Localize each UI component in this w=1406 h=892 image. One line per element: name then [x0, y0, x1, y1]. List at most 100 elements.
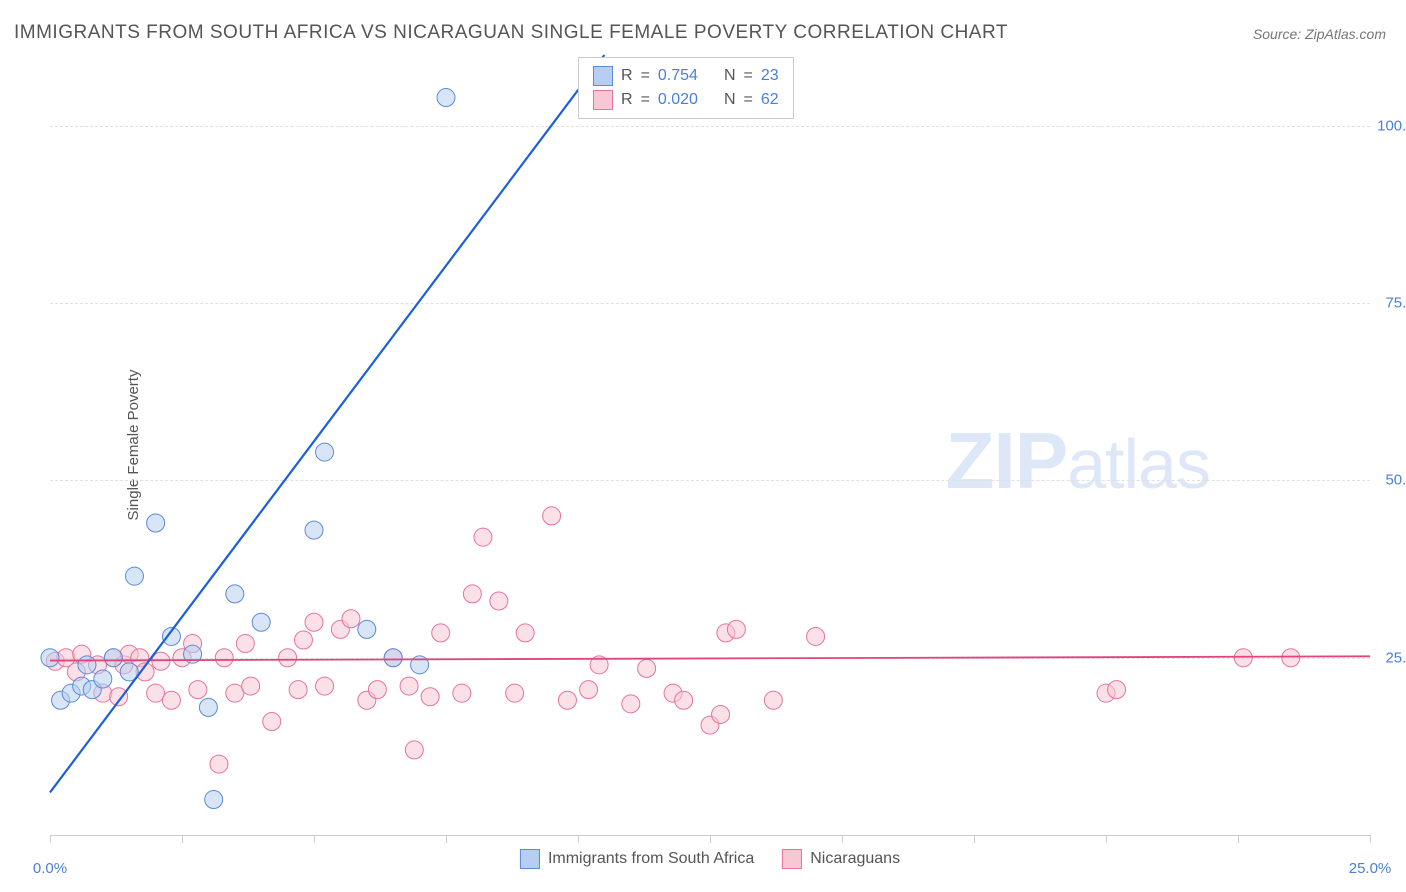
data-point — [226, 585, 244, 603]
tick-mark — [314, 835, 315, 843]
tick-mark — [974, 835, 975, 843]
legend-label: Nicaraguans — [810, 850, 900, 868]
tick-mark — [182, 835, 183, 843]
equals: = — [744, 88, 753, 112]
data-point — [807, 627, 825, 645]
tick-mark — [578, 835, 579, 843]
data-point — [432, 624, 450, 642]
data-point — [215, 649, 233, 667]
r-label: R — [621, 64, 633, 88]
data-point — [622, 695, 640, 713]
r-value: 0.754 — [658, 64, 698, 88]
data-point — [242, 677, 260, 695]
equals: = — [641, 88, 650, 112]
data-point — [558, 691, 576, 709]
data-point — [252, 613, 270, 631]
data-point — [104, 649, 122, 667]
y-tick-label: 100.0% — [1377, 117, 1406, 134]
data-point — [1282, 649, 1300, 667]
chart-area: Single Female Poverty ZIPatlas 25.0%50.0… — [50, 55, 1370, 836]
data-point — [147, 684, 165, 702]
source-label: Source: ZipAtlas.com — [1253, 26, 1386, 42]
data-point — [189, 681, 207, 699]
y-tick-label: 75.0% — [1385, 295, 1406, 312]
data-point — [78, 656, 96, 674]
data-point — [162, 691, 180, 709]
data-point — [675, 691, 693, 709]
data-point — [516, 624, 534, 642]
data-point — [205, 791, 223, 809]
tick-mark — [50, 835, 51, 843]
data-point — [236, 635, 254, 653]
data-point — [453, 684, 471, 702]
data-point — [305, 613, 323, 631]
legend-row: R = 0.020 N = 62 — [593, 88, 779, 112]
data-point — [316, 677, 334, 695]
data-point — [316, 443, 334, 461]
data-point — [764, 691, 782, 709]
tick-mark — [842, 835, 843, 843]
data-point — [384, 649, 402, 667]
trend-line — [50, 656, 1370, 660]
data-point — [199, 698, 217, 716]
n-value: 62 — [761, 88, 779, 112]
legend-swatch — [593, 90, 613, 110]
data-point — [712, 705, 730, 723]
data-point — [638, 659, 656, 677]
legend-swatch — [593, 66, 613, 86]
data-point — [543, 507, 561, 525]
data-point — [405, 741, 423, 759]
legend-item: Immigrants from South Africa — [520, 849, 754, 869]
correlation-legend: R = 0.754 N = 23 R = 0.020 N = 62 — [578, 57, 794, 119]
y-tick-label: 25.0% — [1385, 649, 1406, 666]
legend-swatch — [520, 849, 540, 869]
data-point — [41, 649, 59, 667]
data-point — [506, 684, 524, 702]
data-point — [437, 89, 455, 107]
data-point — [463, 585, 481, 603]
data-point — [210, 755, 228, 773]
data-point — [305, 521, 323, 539]
legend-swatch — [782, 849, 802, 869]
scatter-plot — [50, 55, 1370, 835]
n-value: 23 — [761, 64, 779, 88]
data-point — [94, 670, 112, 688]
x-tick-label: 0.0% — [33, 860, 67, 877]
equals: = — [744, 64, 753, 88]
data-point — [727, 620, 745, 638]
tick-mark — [710, 835, 711, 843]
data-point — [1108, 681, 1126, 699]
y-tick-label: 50.0% — [1385, 472, 1406, 489]
data-point — [226, 684, 244, 702]
tick-mark — [446, 835, 447, 843]
r-value: 0.020 — [658, 88, 698, 112]
data-point — [474, 528, 492, 546]
data-point — [368, 681, 386, 699]
equals: = — [641, 64, 650, 88]
data-point — [289, 681, 307, 699]
data-point — [147, 514, 165, 532]
data-point — [279, 649, 297, 667]
chart-title: IMMIGRANTS FROM SOUTH AFRICA VS NICARAGU… — [14, 22, 1008, 44]
data-point — [358, 620, 376, 638]
data-point — [580, 681, 598, 699]
n-label: N — [724, 64, 736, 88]
tick-mark — [1238, 835, 1239, 843]
data-point — [263, 713, 281, 731]
data-point — [294, 631, 312, 649]
x-tick-label: 25.0% — [1349, 860, 1392, 877]
tick-mark — [1370, 835, 1371, 843]
r-label: R — [621, 88, 633, 112]
data-point — [490, 592, 508, 610]
data-point — [110, 688, 128, 706]
tick-mark — [1106, 835, 1107, 843]
data-point — [342, 610, 360, 628]
data-point — [125, 567, 143, 585]
data-point — [400, 677, 418, 695]
legend-item: Nicaraguans — [782, 849, 900, 869]
series-legend: Immigrants from South Africa Nicaraguans — [520, 849, 900, 869]
n-label: N — [724, 88, 736, 112]
data-point — [1234, 649, 1252, 667]
legend-row: R = 0.754 N = 23 — [593, 64, 779, 88]
data-point — [421, 688, 439, 706]
